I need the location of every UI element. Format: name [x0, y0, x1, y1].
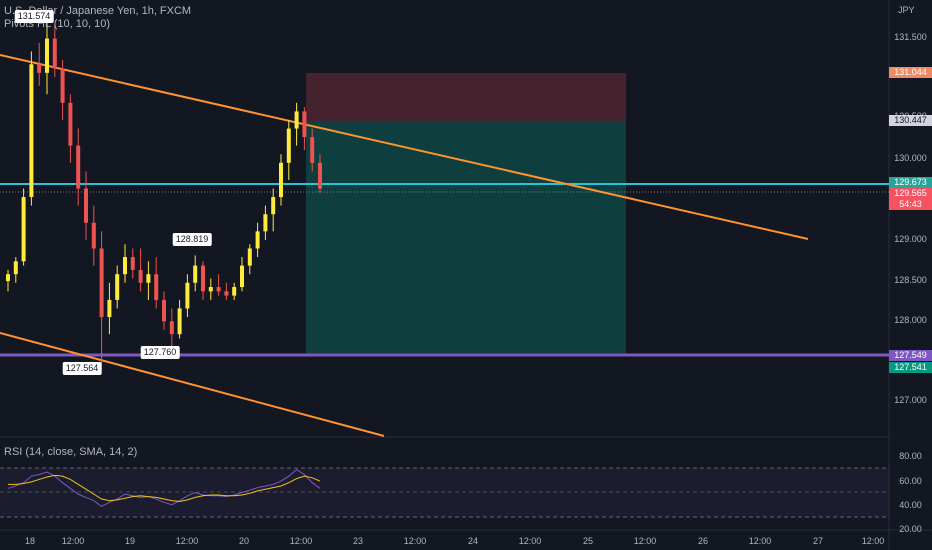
price-label: 129.000 — [894, 234, 927, 244]
candle-body — [169, 321, 174, 335]
candle-body — [310, 137, 315, 163]
time-label: 12:00 — [289, 536, 313, 546]
candle-body — [29, 64, 34, 198]
time-label: 12:00 — [175, 536, 199, 546]
pivot-high-callout: 128.819 — [172, 233, 212, 246]
time-label: 18 — [24, 536, 36, 546]
countdown-tag: 54:43 — [889, 199, 932, 210]
stop-price-tag: 131.044 — [889, 67, 932, 78]
candle-body — [318, 162, 322, 189]
stop-loss-zone[interactable] — [306, 73, 626, 121]
currency-label: JPY — [898, 5, 915, 15]
candle-body — [52, 38, 57, 69]
rsi-line — [7, 469, 321, 507]
time-label: 26 — [697, 536, 709, 546]
purple-price-tag: 127.549 — [889, 350, 932, 361]
rsi-level-label: 20.00 — [899, 524, 922, 534]
time-label: 24 — [467, 536, 479, 546]
time-label: 12:00 — [861, 536, 885, 546]
candle-body — [263, 214, 268, 232]
candle-body — [294, 111, 299, 129]
rsi-level-label: 40.00 — [899, 500, 922, 510]
price-axis-bg — [889, 0, 932, 550]
candle-body — [224, 291, 229, 296]
rsi-series — [7, 469, 321, 507]
candle-body — [6, 274, 10, 282]
candle-body — [286, 128, 291, 163]
pivot-high-callout: 131.574 — [14, 10, 54, 23]
candle-body — [240, 265, 244, 288]
candle-body — [37, 64, 42, 73]
candle-body — [279, 162, 283, 198]
candle-body — [45, 38, 49, 73]
candle-body — [123, 257, 127, 275]
time-label: 19 — [124, 536, 136, 546]
time-label: 12:00 — [633, 536, 657, 546]
candle-body — [99, 248, 104, 318]
price-label: 127.000 — [894, 395, 927, 405]
time-label: 12:00 — [518, 536, 542, 546]
rsi-level-label: 80.00 — [899, 451, 922, 461]
price-label: 130.000 — [894, 153, 927, 163]
rsi-band — [0, 468, 889, 517]
candle-body — [107, 299, 112, 318]
price-label: 128.000 — [894, 315, 927, 325]
candle-body — [208, 287, 213, 292]
rsi-legend[interactable]: RSI (14, close, SMA, 14, 2) — [4, 446, 138, 458]
candle-body — [177, 308, 182, 335]
time-label: 23 — [352, 536, 364, 546]
candle-body — [162, 299, 166, 322]
candle-body — [68, 102, 73, 146]
candle-body — [154, 274, 159, 300]
candle-body — [130, 257, 135, 270]
candle-body — [302, 111, 307, 138]
take-profit-zone[interactable] — [306, 121, 626, 355]
candle-body — [271, 197, 276, 215]
rsi-ma-line — [8, 474, 321, 502]
pivot-low-callout: 127.564 — [62, 362, 102, 375]
price-label: 128.500 — [894, 275, 927, 285]
candle-body — [91, 222, 96, 249]
candle-body — [13, 261, 18, 275]
candle-body — [21, 197, 26, 262]
candle-body — [84, 188, 88, 223]
price-label: 131.500 — [894, 32, 927, 42]
time-label: 27 — [812, 536, 824, 546]
time-label: 12:00 — [403, 536, 427, 546]
candle-body — [60, 68, 65, 103]
time-label: 25 — [582, 536, 594, 546]
candle-body — [76, 145, 81, 189]
time-label: 20 — [238, 536, 250, 546]
candle-body — [232, 287, 237, 296]
upper-trendline[interactable] — [0, 54, 809, 240]
candle-body — [255, 231, 260, 249]
candle-body — [201, 265, 205, 292]
target-price-tag: 127.541 — [889, 362, 932, 373]
last-price-tag: 129.565 — [889, 188, 932, 199]
candle-body — [115, 274, 120, 300]
candle-body — [146, 274, 151, 283]
candle-body — [193, 265, 198, 283]
time-label: 12:00 — [748, 536, 772, 546]
candle-body — [185, 282, 190, 309]
candle-series — [6, 19, 322, 363]
candle-body — [138, 269, 143, 283]
entry-price-tag: 130.447 — [889, 115, 932, 126]
pivot-low-callout: 127.760 — [140, 346, 180, 359]
lower-trendline[interactable] — [0, 332, 385, 437]
candle-body — [216, 287, 221, 292]
time-label: 12:00 — [61, 536, 85, 546]
candle-body — [247, 248, 252, 266]
rsi-level-label: 60.00 — [899, 476, 922, 486]
cyan-price-tag: 129.673 — [889, 177, 932, 188]
